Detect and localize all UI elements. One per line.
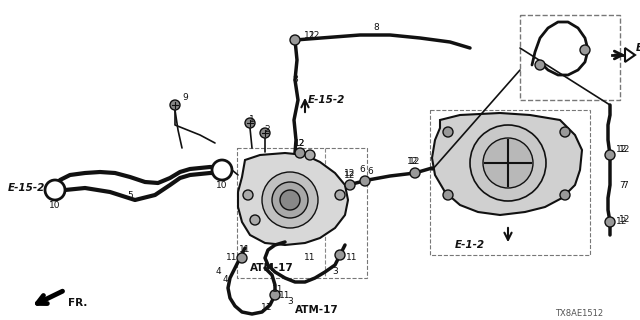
Text: 12: 12 bbox=[344, 171, 356, 180]
Text: 6: 6 bbox=[367, 167, 373, 177]
Text: 6: 6 bbox=[359, 165, 365, 174]
Text: ATM-17: ATM-17 bbox=[250, 263, 294, 273]
Text: 7: 7 bbox=[619, 180, 625, 189]
Text: 3: 3 bbox=[332, 268, 338, 276]
Text: 8: 8 bbox=[373, 23, 379, 33]
Text: 5: 5 bbox=[127, 190, 133, 199]
Circle shape bbox=[360, 176, 370, 186]
Circle shape bbox=[270, 290, 280, 300]
Circle shape bbox=[345, 180, 355, 190]
Text: 11: 11 bbox=[261, 303, 273, 313]
Text: 9: 9 bbox=[182, 93, 188, 102]
Circle shape bbox=[250, 215, 260, 225]
Text: 12: 12 bbox=[410, 157, 420, 166]
Text: E-15-2: E-15-2 bbox=[308, 95, 346, 105]
Circle shape bbox=[605, 217, 615, 227]
Circle shape bbox=[335, 190, 345, 200]
Circle shape bbox=[212, 160, 232, 180]
Circle shape bbox=[45, 180, 65, 200]
Bar bbox=[430, 110, 590, 255]
Circle shape bbox=[560, 127, 570, 137]
Circle shape bbox=[410, 168, 420, 178]
Circle shape bbox=[470, 125, 546, 201]
Bar bbox=[520, 15, 620, 100]
Text: 12: 12 bbox=[294, 139, 306, 148]
Circle shape bbox=[260, 128, 270, 138]
Text: 4: 4 bbox=[222, 276, 228, 284]
Circle shape bbox=[280, 190, 300, 210]
Text: 12: 12 bbox=[304, 30, 316, 39]
Circle shape bbox=[243, 190, 253, 200]
Text: ATM-17: ATM-17 bbox=[295, 305, 339, 315]
Text: 11: 11 bbox=[279, 291, 291, 300]
Text: E-1-2: E-1-2 bbox=[455, 240, 485, 250]
Bar bbox=[237, 148, 367, 278]
Text: 11: 11 bbox=[239, 244, 251, 253]
Text: 12: 12 bbox=[616, 218, 628, 227]
Text: 11: 11 bbox=[304, 253, 316, 262]
Text: 3: 3 bbox=[287, 298, 293, 307]
Circle shape bbox=[305, 150, 315, 160]
Text: 11: 11 bbox=[227, 253, 237, 262]
Polygon shape bbox=[625, 48, 635, 62]
Circle shape bbox=[335, 250, 345, 260]
Text: 11: 11 bbox=[272, 285, 284, 294]
Circle shape bbox=[483, 138, 533, 188]
Circle shape bbox=[262, 172, 318, 228]
Text: 10: 10 bbox=[49, 201, 61, 210]
Circle shape bbox=[580, 45, 590, 55]
Circle shape bbox=[290, 35, 300, 45]
Circle shape bbox=[605, 150, 615, 160]
Text: 10: 10 bbox=[216, 180, 228, 189]
Text: 12: 12 bbox=[294, 139, 306, 148]
Circle shape bbox=[170, 100, 180, 110]
Text: 12: 12 bbox=[344, 170, 356, 179]
Text: 12: 12 bbox=[616, 146, 628, 155]
Circle shape bbox=[237, 253, 247, 263]
Text: 2: 2 bbox=[264, 125, 270, 134]
Text: E-8-2: E-8-2 bbox=[636, 43, 640, 53]
Text: 11: 11 bbox=[346, 253, 358, 262]
Text: 7: 7 bbox=[622, 180, 628, 189]
Text: 8: 8 bbox=[292, 76, 298, 84]
Circle shape bbox=[560, 190, 570, 200]
Polygon shape bbox=[238, 153, 348, 245]
Circle shape bbox=[443, 190, 453, 200]
Text: TX8AE1512: TX8AE1512 bbox=[555, 308, 603, 317]
Circle shape bbox=[535, 60, 545, 70]
Polygon shape bbox=[432, 113, 582, 215]
Text: 4: 4 bbox=[215, 268, 221, 276]
Text: FR.: FR. bbox=[68, 298, 88, 308]
Circle shape bbox=[295, 148, 305, 158]
Circle shape bbox=[443, 127, 453, 137]
Text: 12: 12 bbox=[309, 30, 321, 39]
Text: 12: 12 bbox=[620, 146, 630, 155]
Text: E-15-2: E-15-2 bbox=[8, 183, 45, 193]
Circle shape bbox=[272, 182, 308, 218]
Text: 12: 12 bbox=[620, 215, 630, 225]
Text: 1: 1 bbox=[249, 116, 255, 124]
Text: 12: 12 bbox=[407, 157, 419, 166]
Circle shape bbox=[245, 118, 255, 128]
